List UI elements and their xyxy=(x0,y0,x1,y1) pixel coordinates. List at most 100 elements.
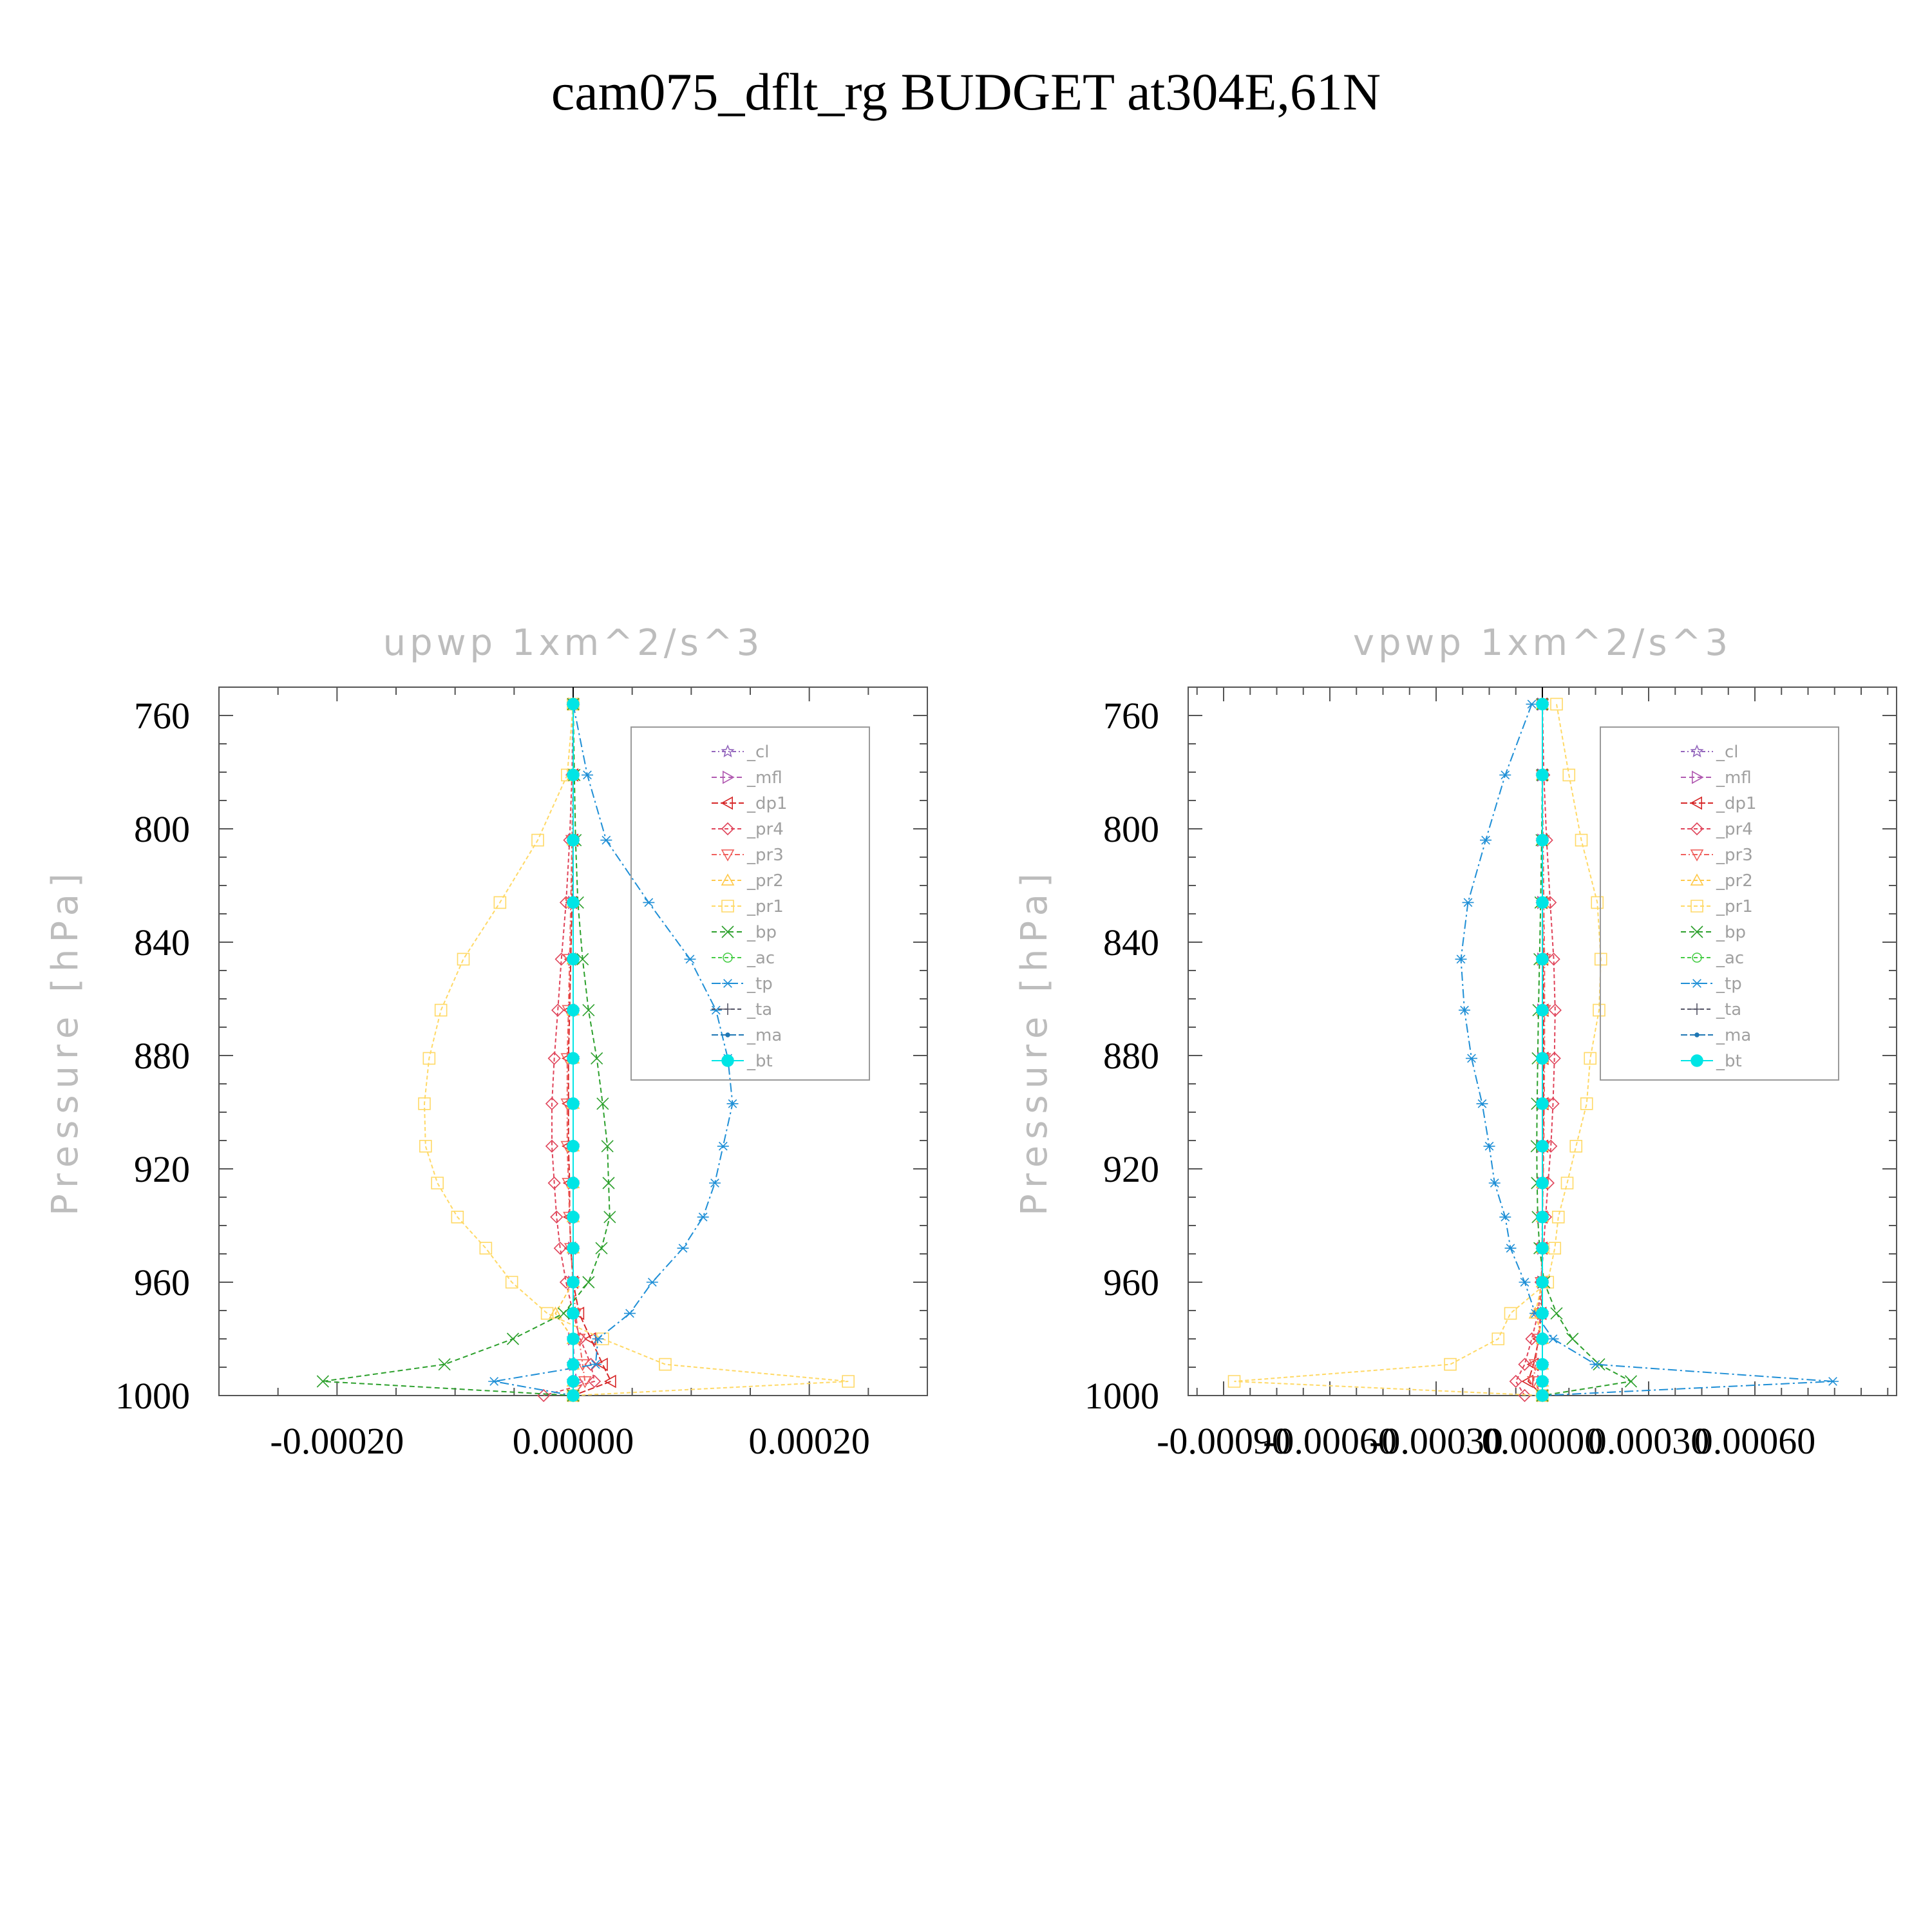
data-point xyxy=(1546,1097,1560,1110)
series-pr4 xyxy=(1509,697,1562,1403)
data-point xyxy=(596,1358,608,1371)
data-point xyxy=(1536,896,1549,909)
x-tick-label: 0.00020 xyxy=(748,1420,870,1462)
data-point xyxy=(1462,898,1474,907)
legend-label: _cl xyxy=(746,743,770,762)
legend-item: _pr2 xyxy=(712,871,784,891)
data-point xyxy=(1536,1358,1549,1371)
data-point xyxy=(1536,1140,1549,1153)
data-point xyxy=(1536,697,1549,711)
data-point xyxy=(531,833,544,847)
data-point xyxy=(547,1176,561,1190)
legend-label: _ac xyxy=(1716,949,1744,968)
data-point xyxy=(567,1140,580,1153)
legend-item: _ta xyxy=(712,1000,772,1019)
legend-marker xyxy=(1690,796,1702,810)
data-point xyxy=(604,1374,616,1388)
legend-item: _ta xyxy=(1681,1000,1741,1019)
legend-marker xyxy=(721,796,733,810)
series-bp xyxy=(1530,697,1638,1402)
y-tick-label: 1000 xyxy=(1084,1375,1159,1417)
data-point xyxy=(1548,1052,1561,1065)
data-point xyxy=(545,1139,559,1153)
legend-item: _cl xyxy=(1681,743,1739,762)
x-tick-label: 0.00000 xyxy=(513,1420,634,1462)
data-point xyxy=(1488,1179,1501,1188)
data-point xyxy=(646,1278,658,1287)
legend-marker xyxy=(723,952,733,963)
data-point xyxy=(1536,1177,1549,1189)
data-point xyxy=(587,1374,601,1388)
data-point xyxy=(1584,1052,1597,1065)
legend-marker xyxy=(1694,1032,1700,1037)
legend-marker xyxy=(1690,822,1704,836)
legend-item: _dp1 xyxy=(712,794,788,813)
upwp-panel: upwp 1xm^2/s^3 Pressure [hPa] 760 800 840 880… xyxy=(44,622,928,1462)
legend-item: _pr3 xyxy=(712,846,784,865)
data-point xyxy=(1459,1005,1470,1015)
data-point xyxy=(1519,1278,1531,1287)
y-tick-label: 800 xyxy=(134,808,190,850)
y-tick-label: 760 xyxy=(1103,695,1159,737)
data-point xyxy=(567,833,580,847)
data-point xyxy=(1499,1212,1511,1222)
data-point xyxy=(1492,1332,1505,1345)
legend-marker xyxy=(723,770,735,784)
x-tick-label: -0.00090 xyxy=(1157,1420,1291,1462)
legend-label: _pr2 xyxy=(1716,871,1753,891)
legend-item: _bp xyxy=(1681,923,1746,942)
y-tick-label: 1000 xyxy=(115,1375,190,1417)
legend-label: _ma xyxy=(746,1026,782,1045)
legend-item: _cl xyxy=(712,743,770,762)
x-tick-label: -0.00060 xyxy=(1263,1420,1397,1462)
data-point xyxy=(1548,1003,1562,1017)
legend-marker xyxy=(1690,1054,1703,1067)
data-point xyxy=(567,1003,580,1017)
legend-item: _tp xyxy=(1681,974,1742,994)
data-point xyxy=(1551,1211,1565,1224)
data-point xyxy=(596,1097,609,1110)
legend-marker xyxy=(722,1003,734,1015)
legend-label: _tp xyxy=(1716,974,1742,994)
legend-marker xyxy=(1690,849,1704,862)
y-tick-label: 760 xyxy=(134,695,190,737)
series-line xyxy=(1460,704,1833,1396)
data-point xyxy=(479,1242,493,1255)
data-point xyxy=(1547,952,1560,966)
data-point xyxy=(567,1307,580,1320)
data-point xyxy=(1476,1099,1488,1108)
y-tick-label: 840 xyxy=(1103,922,1159,963)
vpwp-panel: vpwp 1xm^2/s^3 Pressure [hPa] 760 800 840 880… xyxy=(1014,622,1897,1462)
data-point xyxy=(545,1097,559,1110)
data-point xyxy=(589,1359,601,1369)
data-point xyxy=(418,1097,431,1110)
legend-label: _pr3 xyxy=(1716,846,1753,865)
data-point xyxy=(600,835,612,845)
data-point xyxy=(567,1375,580,1388)
legend-marker xyxy=(1692,770,1704,784)
data-point xyxy=(567,896,580,909)
series-bt xyxy=(567,697,580,1402)
data-point xyxy=(493,896,507,909)
data-point xyxy=(488,1377,500,1386)
panel-title: vpwp 1xm^2/s^3 xyxy=(1353,622,1732,664)
data-point xyxy=(1580,1097,1593,1110)
data-point xyxy=(567,1177,580,1189)
legend-item: _tp xyxy=(712,974,773,994)
y-tick-label: 880 xyxy=(134,1035,190,1077)
data-point xyxy=(567,1211,580,1224)
legend-label: _pr3 xyxy=(746,846,784,865)
data-point xyxy=(1536,952,1549,966)
legend-label: _ac xyxy=(746,949,775,968)
legend-label: _pr1 xyxy=(1716,897,1753,916)
data-point xyxy=(582,1276,595,1289)
data-point xyxy=(1518,1388,1531,1403)
data-point xyxy=(1483,1141,1495,1151)
data-point xyxy=(1624,1375,1638,1388)
legend-marker xyxy=(721,873,735,886)
data-point xyxy=(710,1005,722,1015)
data-point xyxy=(578,1376,592,1388)
legend-marker xyxy=(1690,873,1704,886)
data-point xyxy=(567,1052,580,1065)
